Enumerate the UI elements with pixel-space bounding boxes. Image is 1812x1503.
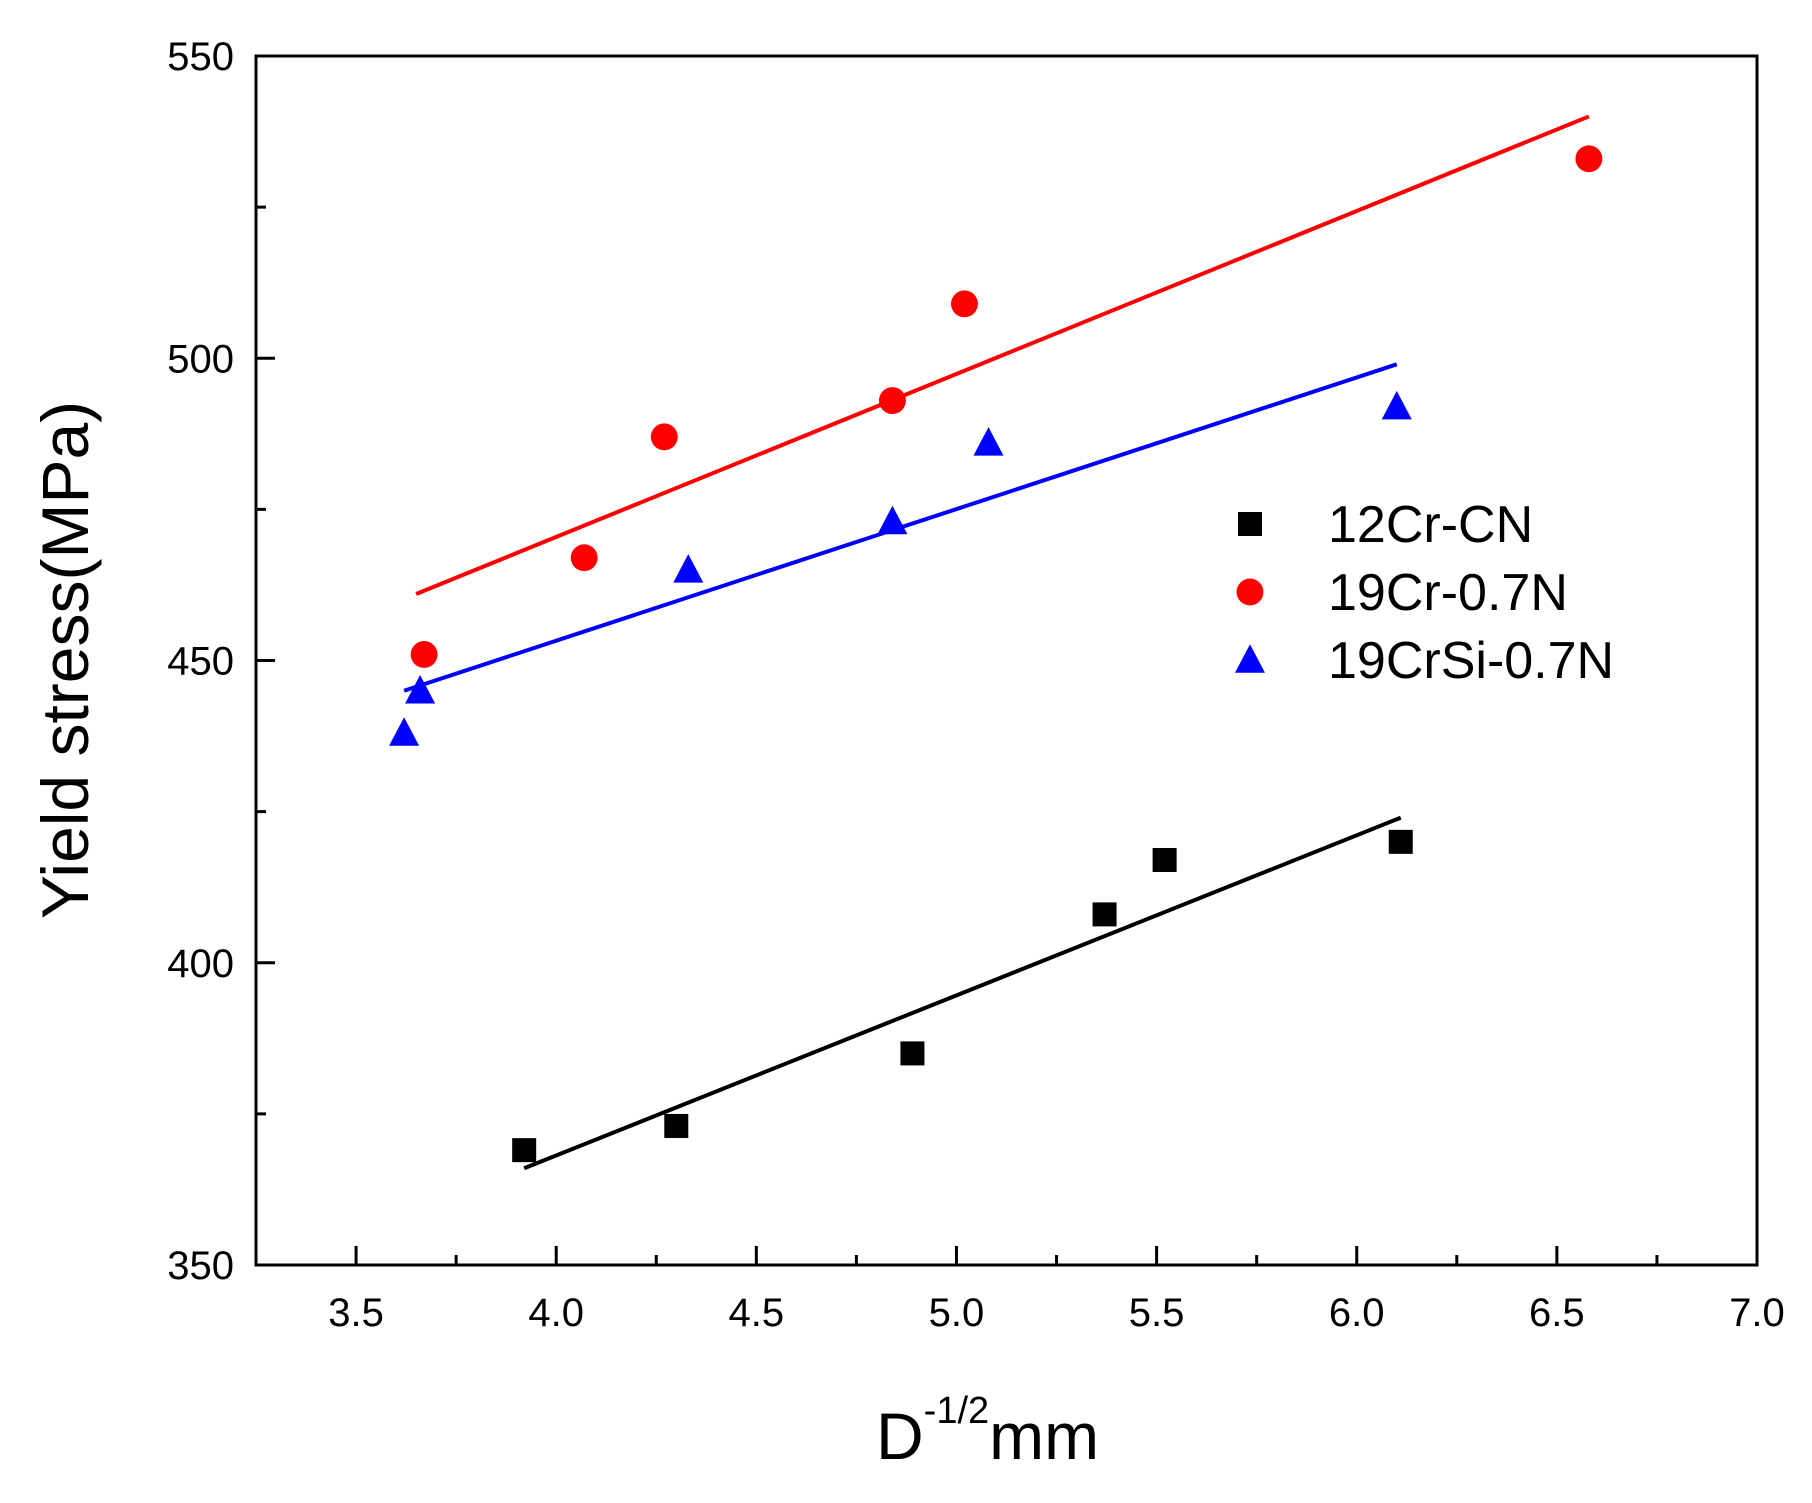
- x-tick-label-4.0: 4.0: [528, 1291, 584, 1335]
- y-axis-title: Yield stress(MPa): [28, 401, 102, 919]
- point-19Cr-0.7N-1: [410, 641, 438, 668]
- x-tick-label-4.5: 4.5: [729, 1291, 785, 1335]
- legend-marker-19CrSi-0.7N: [1235, 644, 1265, 673]
- point-12Cr-CN-6: [1388, 829, 1413, 854]
- y-tick-label-550: 550: [167, 35, 234, 79]
- x-axis-title-superscript: -1/2: [924, 1390, 989, 1432]
- point-19Cr-0.7N-4: [878, 387, 906, 415]
- point-19CrSi-0.7N-4: [877, 505, 908, 535]
- point-19CrSi-0.7N-3: [673, 554, 704, 583]
- point-19CrSi-0.7N-6: [1381, 390, 1412, 420]
- legend-label-19Cr-0.7N: 19Cr-0.7N: [1328, 564, 1568, 622]
- point-19CrSi-0.7N-5: [973, 427, 1004, 456]
- point-19Cr-0.7N-6: [1575, 145, 1603, 173]
- point-12Cr-CN-3: [900, 1041, 925, 1066]
- x-axis-title-base: D: [876, 1399, 924, 1473]
- point-12Cr-CN-1: [512, 1138, 537, 1163]
- x-tick-label-6.0: 6.0: [1329, 1291, 1385, 1335]
- x-tick-label-7.0: 7.0: [1729, 1291, 1785, 1335]
- point-12Cr-CN-4: [1092, 902, 1117, 927]
- point-19Cr-0.7N-3: [650, 423, 678, 451]
- legend-marker-12Cr-CN: [1238, 512, 1262, 536]
- legend-label-12Cr-CN: 12Cr-CN: [1328, 496, 1533, 554]
- data-points: [389, 145, 1603, 1163]
- legend-label-19CrSi-0.7N: 19CrSi-0.7N: [1328, 632, 1614, 690]
- y-tick-label-400: 400: [167, 942, 234, 986]
- point-19CrSi-0.7N-1: [389, 717, 420, 746]
- y-tick-label-500: 500: [167, 337, 234, 381]
- fit-line-12Cr-CN: [523, 815, 1402, 1171]
- x-axis-title: D-1/2mm: [876, 1390, 1099, 1473]
- x-tick-label-5.5: 5.5: [1129, 1291, 1185, 1335]
- y-tick-label-350: 350: [167, 1244, 234, 1288]
- point-19Cr-0.7N-2: [570, 544, 598, 572]
- point-19CrSi-0.7N-2: [405, 674, 436, 704]
- x-tick-label-3.5: 3.5: [328, 1291, 384, 1335]
- x-axis-title-unit: mm: [989, 1399, 1099, 1473]
- point-19Cr-0.7N-5: [951, 290, 978, 318]
- x-tick-label-6.5: 6.5: [1529, 1291, 1585, 1335]
- point-12Cr-CN-2: [664, 1113, 689, 1138]
- point-12Cr-CN-5: [1152, 847, 1177, 872]
- y-tick-label-450: 450: [167, 640, 234, 684]
- legend: 12Cr-CN 19Cr-0.7N 19CrSi-0.7N: [1235, 496, 1614, 690]
- fit-line-19Cr-0.7N: [415, 114, 1590, 596]
- legend-marker-19Cr-0.7N: [1236, 578, 1264, 606]
- x-tick-label-5.0: 5.0: [929, 1291, 985, 1335]
- axis-tick-labels: 3.5 4.0 4.5 5.0 5.5 6.0 6.5 7.0 350 400 450 500 550: [167, 35, 1785, 1335]
- axis-ticks: [256, 54, 1759, 1267]
